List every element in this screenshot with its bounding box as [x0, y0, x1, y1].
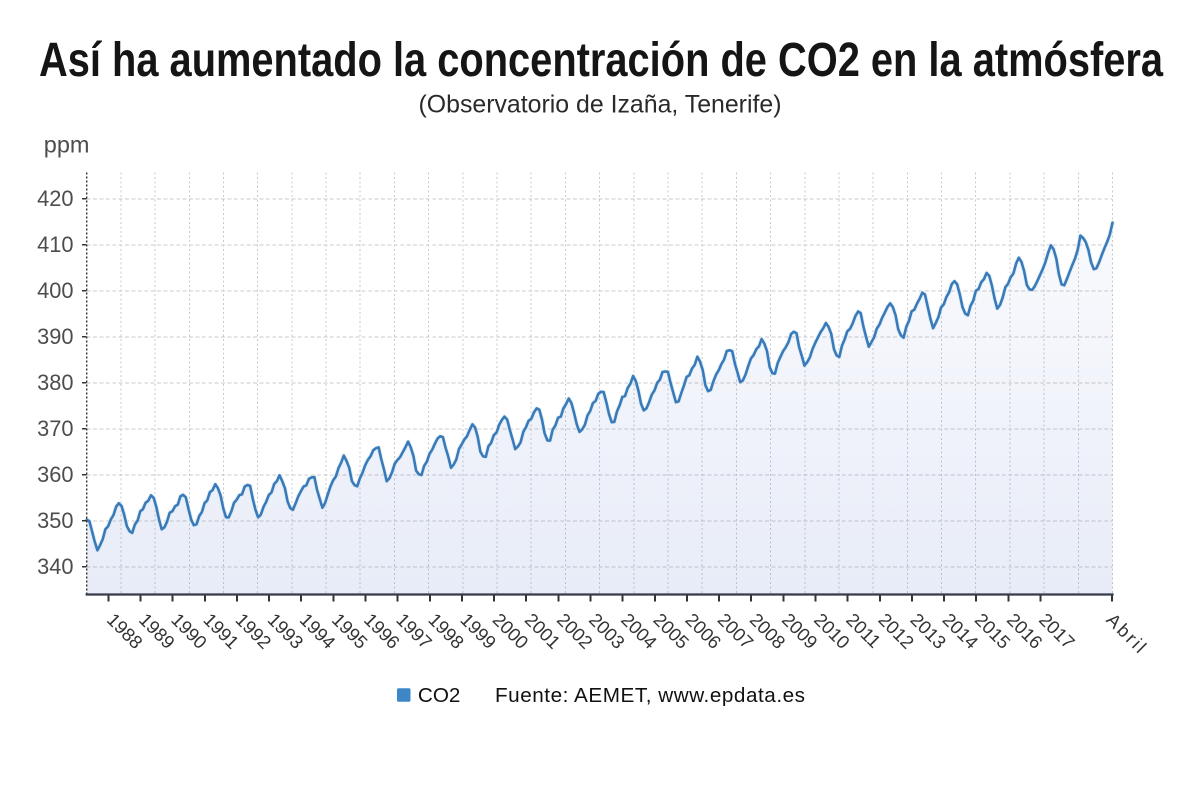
svg-text:Fuente: AEMET, www.epdata.es: Fuente: AEMET, www.epdata.es	[495, 684, 805, 707]
svg-text:350: 350	[37, 508, 73, 533]
svg-text:Así ha aumentado la concentrac: Así ha aumentado la concentración de CO2…	[39, 34, 1163, 87]
svg-text:CO2: CO2	[418, 684, 461, 707]
svg-text:420: 420	[37, 186, 73, 211]
svg-text:380: 380	[37, 370, 73, 395]
svg-text:390: 390	[37, 324, 73, 349]
svg-text:(Observatorio de Izaña, Teneri: (Observatorio de Izaña, Tenerife)	[419, 91, 782, 119]
svg-text:360: 360	[37, 462, 73, 487]
svg-text:410: 410	[37, 232, 73, 257]
svg-text:ppm: ppm	[44, 132, 90, 158]
svg-text:340: 340	[37, 554, 73, 579]
svg-text:370: 370	[37, 416, 73, 441]
svg-text:400: 400	[37, 278, 73, 303]
